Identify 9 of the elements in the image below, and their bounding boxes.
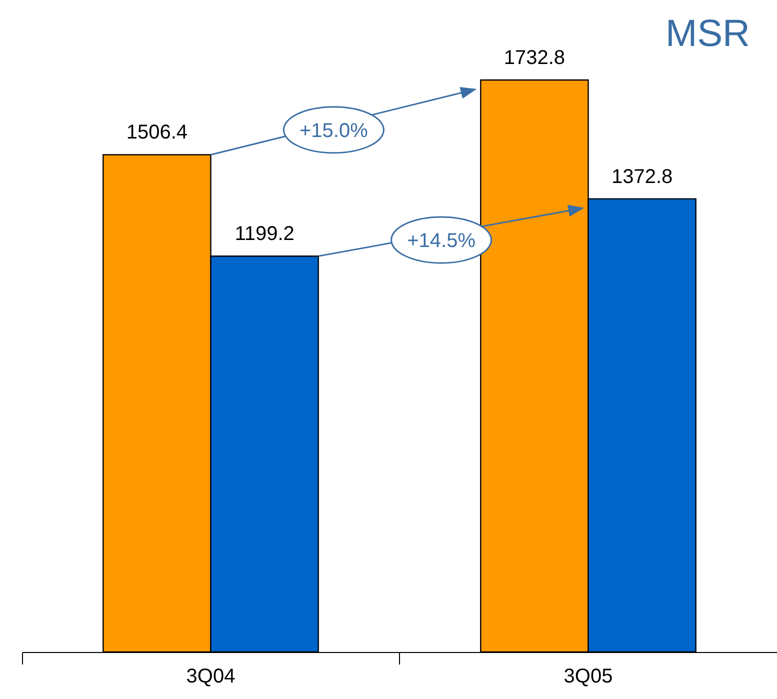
data-label: 1199.2 <box>234 223 294 246</box>
data-label: 1372.8 <box>611 166 673 188</box>
data-label: 1732.8 <box>504 47 566 69</box>
data-label: 1506.4 <box>126 122 188 144</box>
x-tick-label: 3Q05 <box>564 666 613 688</box>
x-tick-label: 3Q04 <box>186 666 236 688</box>
annotation: +15.0% <box>300 120 368 142</box>
chart-title: MSR <box>666 13 750 55</box>
annotation: +14.5% <box>407 230 476 252</box>
